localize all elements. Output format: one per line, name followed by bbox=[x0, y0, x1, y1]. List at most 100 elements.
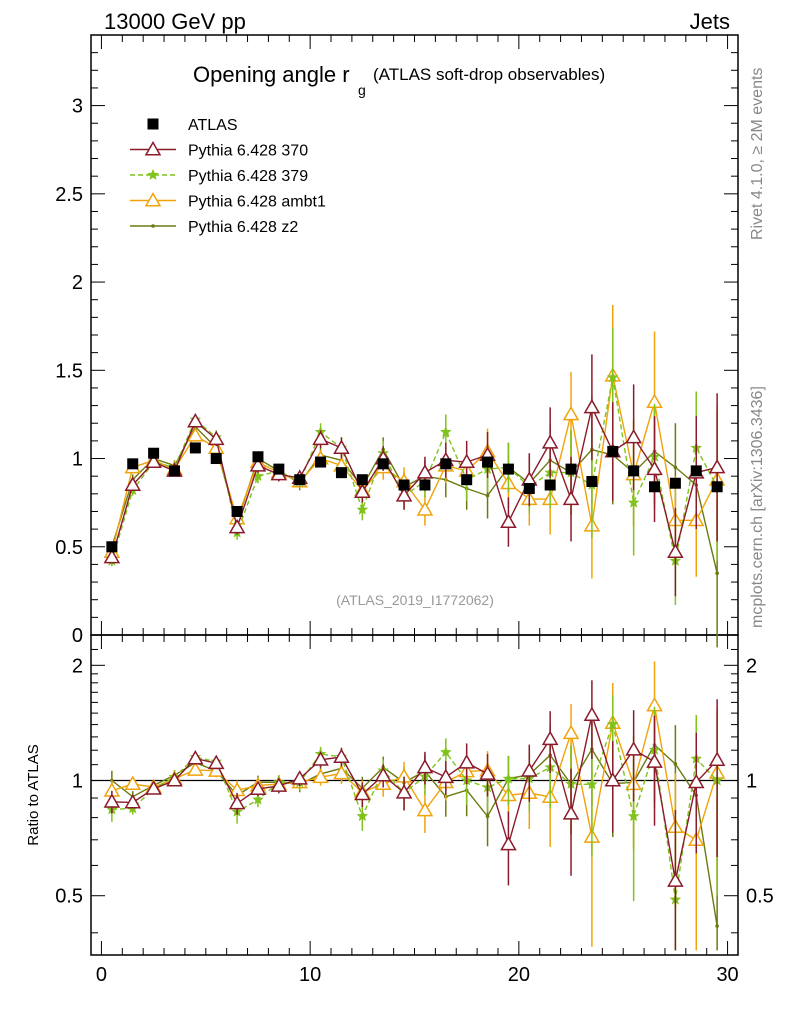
ratio-point-p370 bbox=[479, 765, 496, 780]
legend-marker-ambt1 bbox=[144, 191, 162, 207]
main-point-p370 bbox=[312, 430, 329, 446]
ratio-point-p370 bbox=[374, 766, 392, 782]
ratio-point-ambt1 bbox=[187, 761, 204, 776]
main-point-p379 bbox=[440, 426, 452, 437]
main-point-atlas bbox=[523, 483, 535, 495]
ratio-ytick-label-right: 2 bbox=[746, 655, 757, 677]
ratio-point-p370 bbox=[166, 771, 183, 787]
main-line-p379 bbox=[111, 377, 718, 562]
main-point-ambt1 bbox=[187, 427, 204, 442]
ratio-point-p370 bbox=[249, 780, 267, 795]
legend-marker-p370 bbox=[144, 140, 162, 156]
main-point-atlas bbox=[377, 458, 389, 470]
ratio-point-p370 bbox=[458, 754, 475, 769]
ratio-line-z2 bbox=[111, 743, 718, 927]
main-point-atlas bbox=[294, 474, 306, 486]
main-point-p370 bbox=[249, 457, 267, 472]
main-point-atlas bbox=[148, 447, 160, 459]
ratio-point-z2 bbox=[485, 814, 490, 819]
ratio-point-p370 bbox=[395, 784, 413, 799]
ratio-point-ambt1 bbox=[312, 768, 329, 784]
main-point-atlas bbox=[252, 451, 264, 463]
ratio-axis-label: Ratio to ATLAS bbox=[25, 744, 42, 845]
main-point-atlas bbox=[356, 474, 368, 486]
ratio-panel-frame bbox=[90, 634, 739, 956]
ratio-point-p370 bbox=[312, 751, 329, 766]
legend-label-data: ATLAS bbox=[188, 117, 238, 134]
main-point-atlas bbox=[210, 453, 222, 465]
main-point-atlas bbox=[628, 465, 640, 477]
main-point-p370 bbox=[124, 476, 142, 491]
main-point-p379 bbox=[606, 371, 619, 383]
main-point-atlas bbox=[649, 481, 661, 493]
rivet-version-label: Rivet 4.1.0, ≥ 2M events bbox=[749, 68, 766, 240]
ratio-point-p370 bbox=[562, 805, 580, 820]
main-point-atlas bbox=[669, 477, 681, 489]
main-line-z2 bbox=[111, 425, 718, 574]
main-point-atlas bbox=[711, 481, 723, 493]
legend-label-p370: Pythia 6.428 370 bbox=[188, 143, 308, 160]
main-point-atlas bbox=[273, 463, 285, 475]
ratio-ytick-label: 2 bbox=[72, 655, 83, 677]
main-point-p370 bbox=[228, 518, 246, 534]
legend-marker-p379 bbox=[147, 168, 159, 180]
ratio-point-p370 bbox=[187, 750, 204, 765]
main-point-atlas bbox=[398, 479, 410, 491]
legend: ATLAS Pythia 6.428 370 Pythia 6.428 379 Pyt… bbox=[130, 117, 326, 236]
ratio-point-p370 bbox=[708, 751, 726, 767]
ratio-point-p370 bbox=[646, 753, 663, 768]
ratio-point-p370 bbox=[333, 748, 350, 763]
xtick-label: 30 bbox=[716, 964, 738, 986]
main-point-p370 bbox=[541, 434, 559, 449]
main-point-atlas bbox=[461, 474, 473, 486]
ratio-point-p370 bbox=[354, 785, 371, 801]
main-point-atlas bbox=[586, 475, 598, 487]
main-line-p370 bbox=[111, 405, 718, 558]
main-point-z2 bbox=[485, 493, 490, 498]
xtick-label: 20 bbox=[508, 964, 530, 986]
main-ytick-label: 2 bbox=[72, 272, 83, 294]
ratio-point-z2 bbox=[715, 924, 719, 928]
analysis-watermark: (ATLAS_2019_I1772062) bbox=[336, 592, 494, 608]
main-point-p370 bbox=[500, 513, 517, 529]
main-point-p370 bbox=[625, 428, 642, 444]
ratio-point-p379 bbox=[502, 772, 515, 784]
ratio-point-p370 bbox=[103, 793, 121, 808]
ratio-point-p379 bbox=[586, 778, 598, 790]
title-subscript: g bbox=[358, 82, 366, 98]
main-point-atlas bbox=[440, 458, 452, 470]
ratio-point-p370 bbox=[687, 773, 705, 789]
main-ytick-label: 1.5 bbox=[55, 360, 83, 382]
title-rest: (ATLAS soft-drop observables) bbox=[373, 65, 605, 84]
main-point-p370 bbox=[354, 483, 371, 499]
legend-marker-atlas bbox=[147, 118, 159, 130]
main-point-p370 bbox=[646, 460, 663, 476]
main-point-p370 bbox=[562, 490, 580, 506]
ratio-point-p370 bbox=[583, 706, 601, 722]
ratio-point-ambt1 bbox=[416, 801, 434, 817]
ratio-point-p370 bbox=[207, 754, 225, 770]
mcplots-reference-label: mcplots.cern.ch [arXiv:1306.3436] bbox=[749, 386, 766, 628]
ratio-point-p370 bbox=[625, 741, 642, 756]
xtick-label: 0 bbox=[96, 964, 107, 986]
ratio-line-p370 bbox=[111, 712, 718, 882]
main-ytick-label: 0.5 bbox=[55, 537, 83, 559]
main-point-atlas bbox=[607, 445, 619, 457]
header-process-label: Jets bbox=[690, 9, 730, 34]
main-point-p370 bbox=[333, 439, 350, 454]
main-point-atlas bbox=[168, 465, 180, 477]
ratio-point-p370 bbox=[416, 758, 434, 774]
ratio-point-p370 bbox=[667, 872, 684, 887]
ratio-point-p379 bbox=[252, 793, 264, 805]
ratio-point-p370 bbox=[437, 768, 455, 784]
main-point-atlas bbox=[315, 456, 327, 468]
main-line-ambt1 bbox=[111, 375, 718, 553]
ratio-line-ambt1 bbox=[111, 705, 718, 842]
main-point-p370 bbox=[103, 548, 121, 564]
main-axes: 0 0.5 1 1.5 2 2.5 3 bbox=[55, 34, 738, 647]
legend-label-ambt1: Pythia 6.428 ambt1 bbox=[188, 194, 326, 211]
main-point-atlas bbox=[565, 463, 577, 475]
main-point-atlas bbox=[419, 479, 431, 491]
ratio-point-p370 bbox=[500, 835, 517, 851]
ratio-point-p370 bbox=[291, 770, 309, 785]
